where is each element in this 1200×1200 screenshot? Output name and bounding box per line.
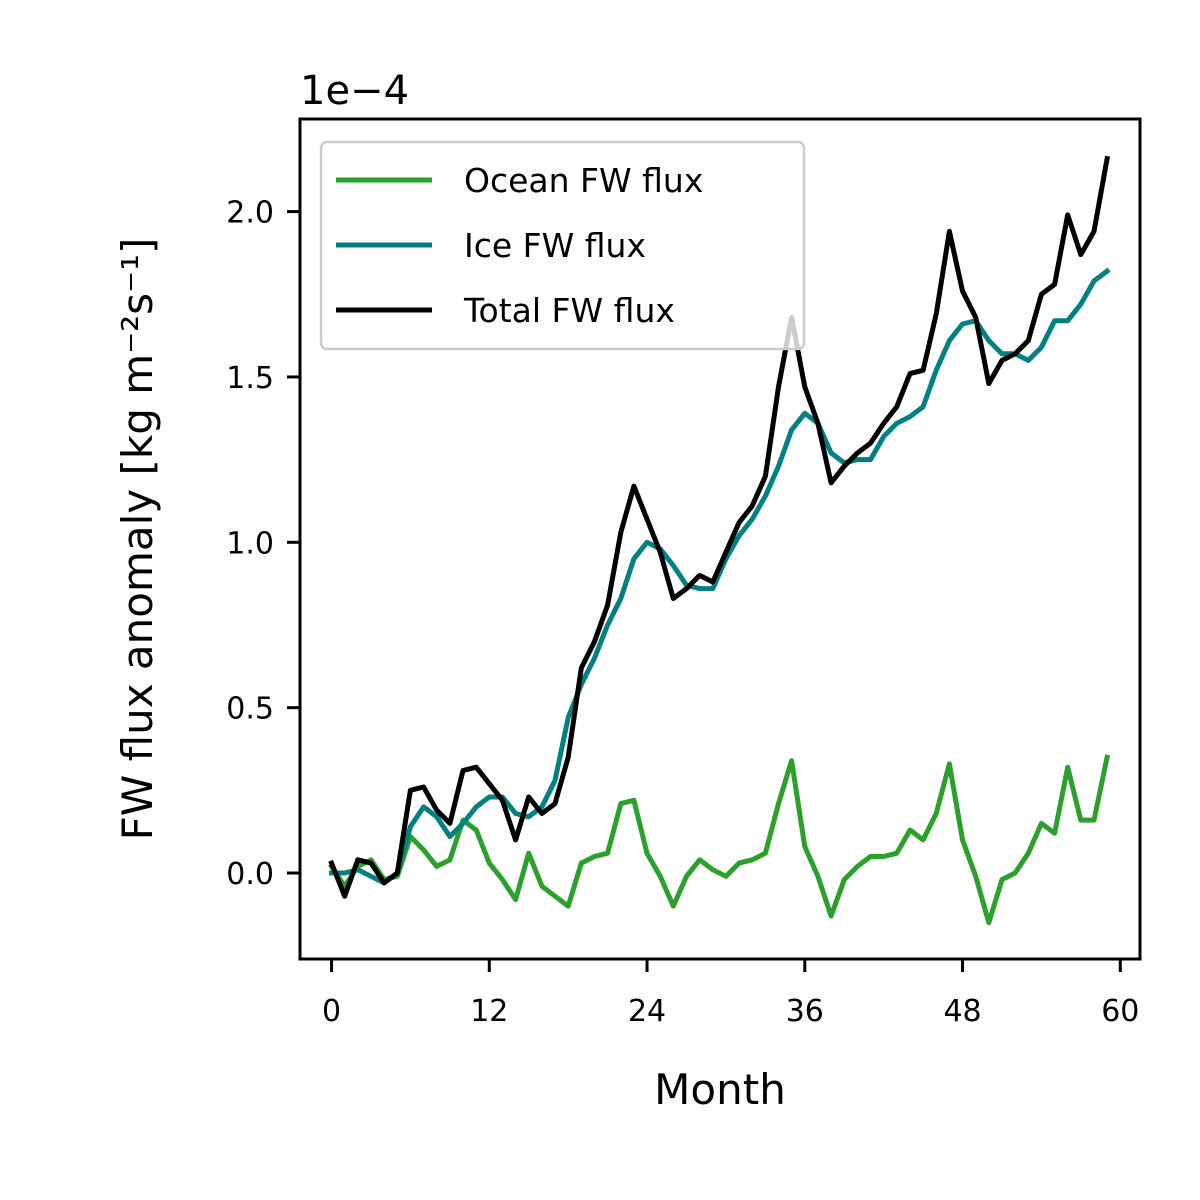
y-tick-label: 0.0 xyxy=(226,857,274,892)
x-tick-label: 0 xyxy=(322,994,341,1029)
x-tick-label: 48 xyxy=(943,994,981,1029)
x-axis: 0 12 24 36 48 60 xyxy=(322,959,1139,1029)
legend-label: Total FW flux xyxy=(463,291,675,330)
y-tick-label: 1.5 xyxy=(226,361,274,396)
axis-offset-text: 1e−4 xyxy=(300,68,409,114)
series-line-3 xyxy=(328,155,1111,899)
x-tick-label: 12 xyxy=(470,994,508,1029)
legend-label: Ocean FW flux xyxy=(464,161,703,200)
legend-label: Ice FW flux xyxy=(464,226,646,265)
legend: Ocean FW flux Ice FW flux Total FW flux xyxy=(319,140,806,351)
plot-frame xyxy=(298,117,1142,961)
y-axis: 0.0 0.5 1.0 1.5 2.0 xyxy=(226,196,300,892)
x-tick-label: 24 xyxy=(628,994,666,1029)
y-tick-label: 1.0 xyxy=(226,526,274,561)
legend-box xyxy=(319,140,806,351)
x-axis-label: Month xyxy=(654,1065,786,1114)
x-tick-label: 60 xyxy=(1101,994,1139,1029)
y-tick-label: 0.5 xyxy=(226,692,274,727)
y-tick-label: 2.0 xyxy=(226,196,274,231)
x-tick-label: 36 xyxy=(786,994,824,1029)
y-axis-label: FW flux anomaly [kg m⁻²s⁻¹] xyxy=(113,238,162,841)
plot-lines xyxy=(328,155,1111,926)
